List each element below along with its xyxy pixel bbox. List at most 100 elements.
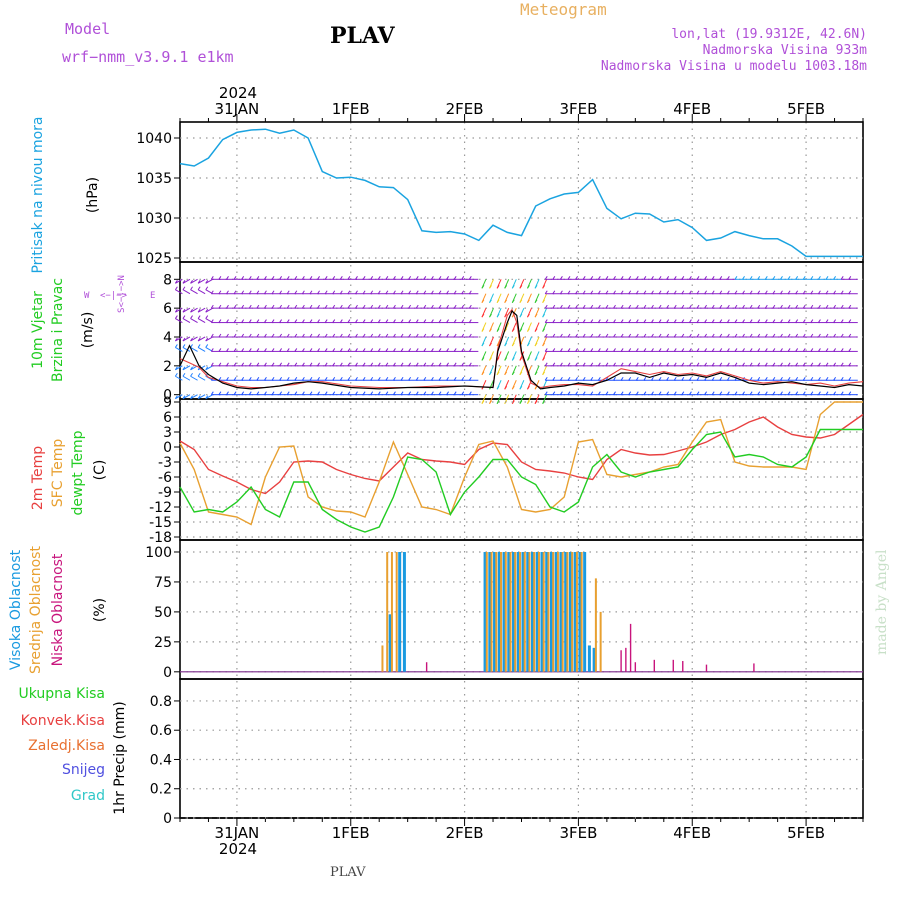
wind-barb-flag [438, 348, 442, 352]
wind-barb-flag [688, 362, 692, 367]
wind-barb-flag [408, 333, 412, 338]
wind-barb-flag [309, 319, 313, 323]
wind-barb [197, 375, 206, 381]
wind-barb-flag [430, 276, 434, 280]
wind-barb-flag [552, 348, 556, 352]
wind-barb-flag [279, 376, 283, 381]
wind-barb-flag [377, 276, 381, 280]
temp-tick-label: -3 [158, 455, 172, 471]
wind-barb-flag [355, 376, 358, 381]
wind-barb-flag [309, 290, 313, 295]
wind-barb-flag [552, 376, 556, 381]
wind-barb-flag [248, 319, 252, 323]
wind-barb-flag [210, 304, 214, 309]
wind-barb-flag [666, 304, 670, 309]
wind-barb-flag [339, 391, 343, 395]
wind-barb-flag [635, 348, 639, 352]
wind-barb-flag [559, 333, 563, 338]
wind-barb [175, 375, 183, 381]
precip-legend-total: Ukupna Kisa [18, 686, 105, 702]
wind-barb-flag [726, 348, 730, 352]
precip-legend-hail: Grad [71, 788, 105, 804]
wind-barb-flag [430, 304, 434, 309]
wind-barb-flag [174, 337, 178, 342]
wind-barb-flag [468, 290, 472, 295]
wind-barb-flag [468, 304, 472, 309]
wind-barb-flag [764, 319, 768, 323]
wind-barb-flag [197, 337, 201, 342]
wind-barb-flag [527, 328, 530, 332]
wind-barb-flag [597, 319, 601, 323]
wind-barb-flag [787, 376, 791, 381]
wind-barb-flag [848, 290, 852, 295]
wind-barb-flag [749, 391, 753, 395]
wind-barb [190, 289, 198, 295]
wind-barb-flag [489, 371, 492, 376]
wind-speed-line [179, 309, 864, 390]
precip-tick-label: 0 [163, 811, 172, 827]
wind-barb-flag [704, 333, 708, 338]
wind-barb-flag [174, 280, 178, 284]
wind-barb-flag [423, 348, 427, 352]
wind-barb-flag [446, 348, 449, 352]
wind-barb-flag [590, 304, 594, 309]
wind-barb-flag [317, 348, 320, 352]
wind-barb-flag [658, 333, 662, 338]
wind-barb-flag [628, 276, 632, 280]
wind-barb-flag [438, 276, 442, 280]
wind-barb-flag [393, 376, 396, 381]
wind-barb-flag [332, 319, 336, 323]
wind-barb-flag [504, 371, 508, 376]
wind-barb [182, 346, 191, 352]
wind-barb-flag [248, 348, 252, 352]
wind-barb-flag [339, 276, 343, 280]
wind-barb-flag [575, 276, 578, 280]
wind-barb-flag [810, 319, 814, 323]
wind-barb-flag [681, 276, 685, 280]
wind-barb-flag [582, 362, 586, 367]
wind-barb-flag [764, 276, 768, 280]
wind-barb-flag [264, 319, 267, 323]
wind-barb-flag [527, 313, 530, 318]
lonlat: lon,lat (19.9312E, 42.6N) [671, 27, 867, 42]
temp-label-2: SFC Temp [50, 439, 66, 508]
wind-barb [182, 289, 191, 295]
wind-barb-flag [453, 376, 457, 381]
wind-barb-flag [787, 276, 791, 280]
wind-barb-flag [248, 290, 252, 295]
wind-barb [175, 336, 183, 342]
wind-barb-flag [590, 391, 594, 395]
wind-barb-flag [567, 376, 571, 381]
wind-barb-flag [377, 376, 381, 381]
wind-barb-flag [582, 376, 586, 381]
wind-barb-flag [286, 391, 290, 395]
wind-barb [197, 346, 206, 352]
wind-barb-flag [362, 376, 366, 381]
wind-barb-flag [582, 276, 586, 280]
wind-barb-flag [519, 313, 523, 318]
wind-barb-flag [742, 319, 745, 323]
wind-barb-flag [190, 280, 193, 284]
wind-barb-flag [840, 304, 844, 309]
wind-barb-flag [711, 376, 715, 381]
bottom-year: 2024 [219, 840, 257, 858]
wind-barb-flag [643, 276, 647, 280]
wind-barb-flag [271, 376, 275, 381]
wind-barb-flag [301, 304, 305, 309]
top-date-label: 4FEB [673, 100, 711, 118]
wind-barb-flag [582, 391, 586, 395]
wind-barb [190, 375, 198, 381]
wind-barb-flag [446, 304, 449, 309]
wind-barb-flag [408, 376, 412, 381]
wind-barb-flag [742, 276, 745, 280]
wind-barb-flag [825, 348, 829, 352]
wind-barb-flag [825, 319, 829, 323]
pressure-unit: (hPa) [85, 177, 101, 213]
wind-barb-flag [347, 362, 351, 367]
wind-barb-flag [658, 376, 662, 381]
wind-barb-flag [582, 319, 586, 323]
wind-barb-flag [696, 304, 700, 309]
wind-barb-flag [423, 391, 427, 395]
wind-barb-flag [174, 366, 178, 371]
